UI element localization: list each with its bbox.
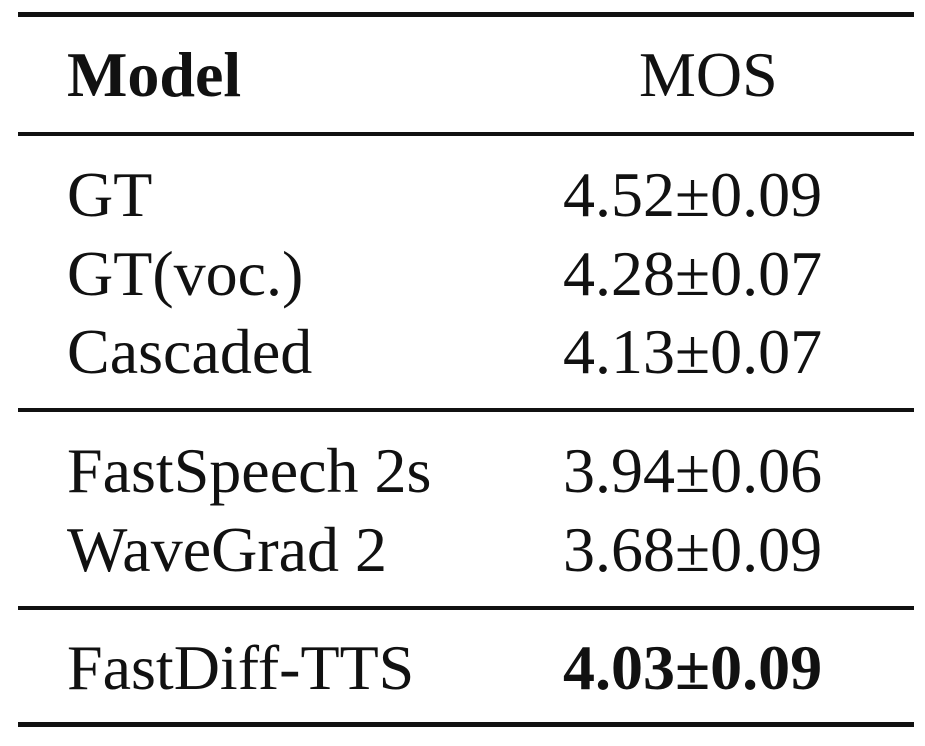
row-mos: 3.94±0.06 bbox=[563, 435, 823, 506]
row-mos: 4.52±0.09 bbox=[563, 159, 823, 230]
group-rule bbox=[18, 408, 914, 412]
bottom-rule bbox=[18, 722, 914, 727]
row-model: FastSpeech 2s bbox=[67, 435, 432, 506]
header-model: Model bbox=[67, 39, 242, 110]
row-mos-best: 4.03±0.09 bbox=[563, 632, 823, 703]
row-mos: 4.28±0.07 bbox=[563, 238, 823, 309]
header-mos: MOS bbox=[639, 39, 778, 110]
row-model: GT bbox=[67, 159, 153, 230]
row-model: Cascaded bbox=[67, 316, 313, 387]
row-model: GT(voc.) bbox=[67, 238, 304, 309]
group-rule bbox=[18, 606, 914, 610]
row-model: FastDiff-TTS bbox=[67, 632, 415, 703]
row-model: WaveGrad 2 bbox=[67, 514, 388, 585]
row-mos: 3.68±0.09 bbox=[563, 514, 823, 585]
row-mos: 4.13±0.07 bbox=[563, 316, 823, 387]
top-rule bbox=[18, 12, 914, 17]
header-rule bbox=[18, 132, 914, 136]
